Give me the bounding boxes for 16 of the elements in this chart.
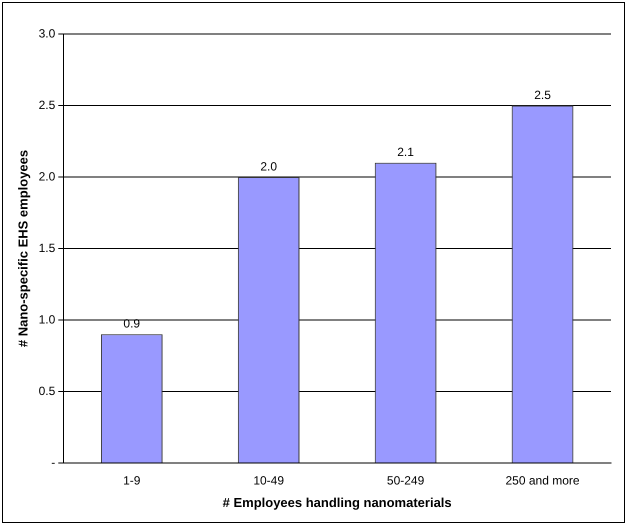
y-tick-label: 2.0 — [38, 169, 56, 184]
x-axis-title: # Employees handling nanomaterials — [222, 494, 452, 510]
x-tick-label: 10-49 — [253, 474, 284, 488]
x-tick-label: 1-9 — [123, 474, 141, 488]
y-tick-label: - — [51, 455, 56, 470]
y-tick-label: 3.0 — [38, 26, 56, 40]
x-tick-label: 250 and more — [506, 474, 580, 488]
data-label: 2.5 — [534, 88, 552, 102]
data-label: 2.0 — [260, 159, 278, 174]
y-tick-label: 1.0 — [38, 312, 56, 326]
data-label: 2.1 — [397, 145, 414, 160]
y-tick-label: 0.5 — [38, 384, 56, 398]
y-tick-label: 2.5 — [38, 98, 56, 112]
y-axis-title: # Nano-specific EHS employees — [15, 150, 30, 348]
y-tick-label: 1.5 — [38, 240, 56, 255]
x-tick-label: 50-249 — [386, 474, 425, 488]
